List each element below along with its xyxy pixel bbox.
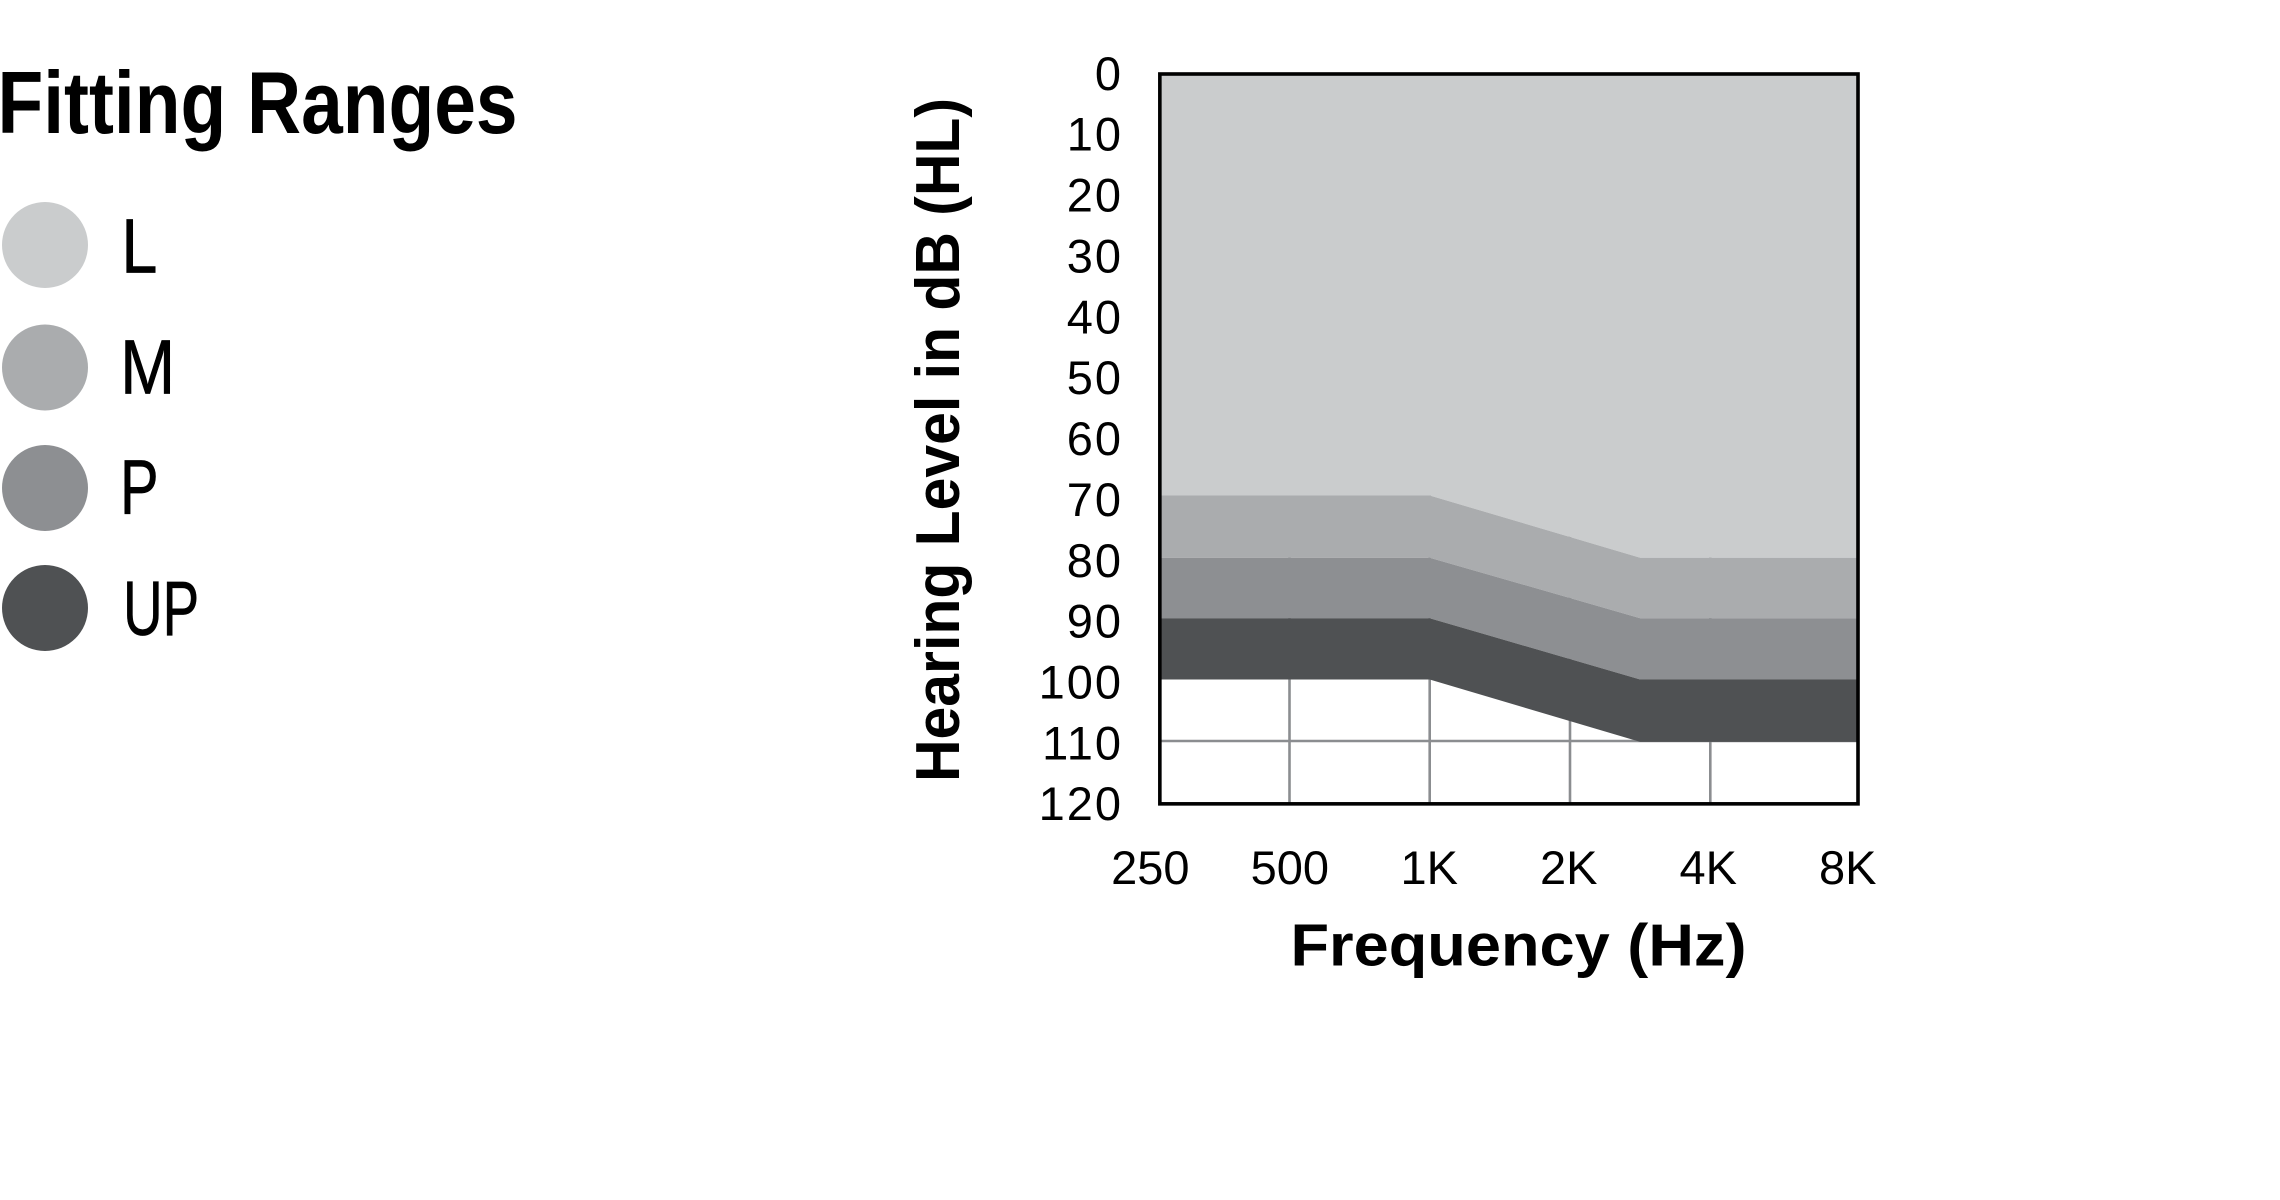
svg-text:60: 60 <box>1067 412 1123 465</box>
svg-text:1K: 1K <box>1401 841 1459 894</box>
svg-text:40: 40 <box>1067 290 1123 343</box>
svg-text:P: P <box>120 445 159 531</box>
svg-text:50: 50 <box>1067 351 1123 404</box>
svg-text:90: 90 <box>1067 595 1123 648</box>
svg-text:Frequency (Hz): Frequency (Hz) <box>1291 911 1747 978</box>
svg-text:UP: UP <box>123 566 199 652</box>
svg-text:30: 30 <box>1067 229 1123 282</box>
svg-text:100: 100 <box>1039 656 1123 709</box>
svg-text:110: 110 <box>1042 716 1123 769</box>
svg-text:70: 70 <box>1067 473 1123 526</box>
svg-text:250: 250 <box>1111 841 1189 894</box>
svg-text:2K: 2K <box>1540 841 1598 894</box>
svg-text:500: 500 <box>1251 841 1329 894</box>
svg-text:Hearing Level in dB (HL): Hearing Level in dB (HL) <box>904 98 973 782</box>
svg-text:Fitting Ranges: Fitting Ranges <box>0 53 518 152</box>
svg-text:0: 0 <box>1095 47 1123 100</box>
svg-text:M: M <box>120 325 175 411</box>
svg-text:120: 120 <box>1039 777 1123 830</box>
svg-text:4K: 4K <box>1680 841 1738 894</box>
svg-text:10: 10 <box>1067 108 1123 161</box>
svg-text:20: 20 <box>1067 169 1123 222</box>
svg-text:L: L <box>121 204 157 290</box>
svg-text:8K: 8K <box>1819 841 1877 894</box>
svg-text:80: 80 <box>1067 534 1123 587</box>
